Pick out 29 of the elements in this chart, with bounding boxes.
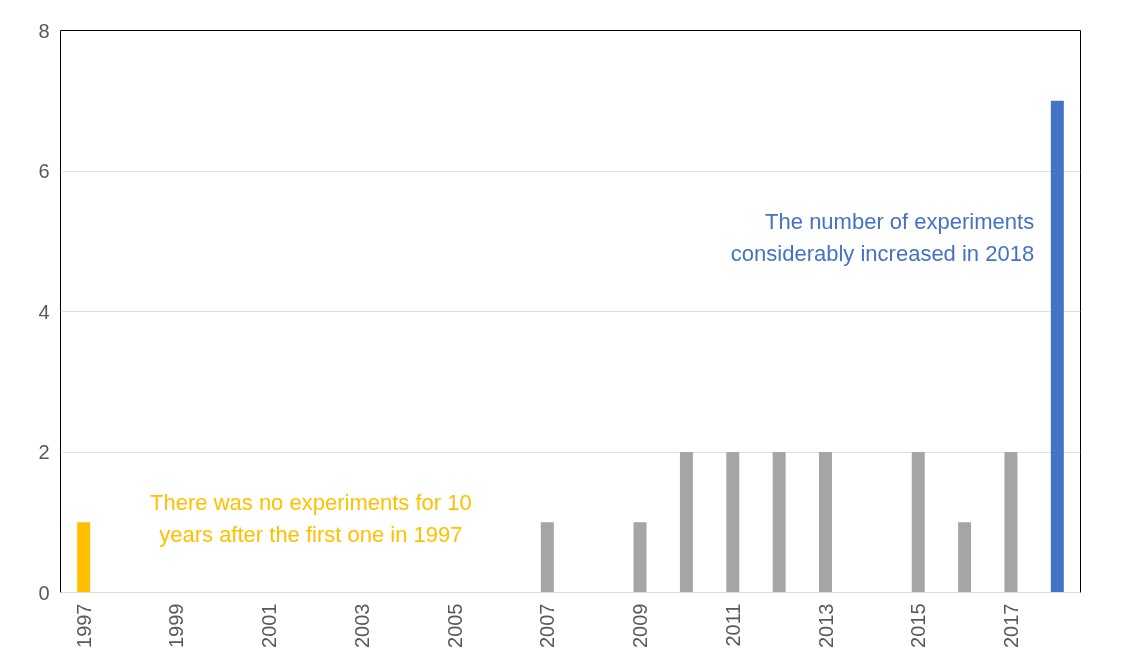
bar: [77, 522, 91, 593]
x-tick-label: 2011: [721, 603, 744, 647]
bar: [540, 522, 554, 593]
bar: [911, 452, 925, 593]
x-tick-label: 2015: [907, 603, 930, 648]
x-tick-label: 1999: [165, 603, 188, 648]
annotation: There was no experiments for 10 years after the first one in 1997: [150, 489, 472, 548]
bar: [1050, 100, 1064, 593]
bar: [726, 452, 740, 593]
y-tick-label: 4: [38, 300, 50, 323]
bar: [1004, 452, 1018, 593]
y-tick-label: 6: [38, 160, 50, 182]
y-tick-label: 2: [38, 441, 50, 463]
bar: [958, 522, 972, 593]
x-tick-label: 2007: [536, 603, 559, 648]
bar: [679, 452, 693, 593]
y-tick-label: 8: [38, 19, 50, 42]
x-tick-label: 2013: [814, 603, 837, 648]
bar: [772, 452, 786, 593]
y-tick-label: 0: [38, 581, 50, 604]
x-tick-label: 2009: [629, 603, 652, 648]
x-tick-label: 2003: [350, 603, 373, 648]
bar: [633, 522, 647, 593]
bar: [819, 452, 832, 593]
x-tick-label: 2017: [999, 603, 1022, 648]
x-tick-label: 1997: [72, 603, 95, 648]
x-tick-label: 2005: [443, 603, 466, 648]
annotation: The number of experiments considerably increased in 2018: [730, 208, 1035, 267]
x-tick-label: 2001: [258, 603, 281, 648]
